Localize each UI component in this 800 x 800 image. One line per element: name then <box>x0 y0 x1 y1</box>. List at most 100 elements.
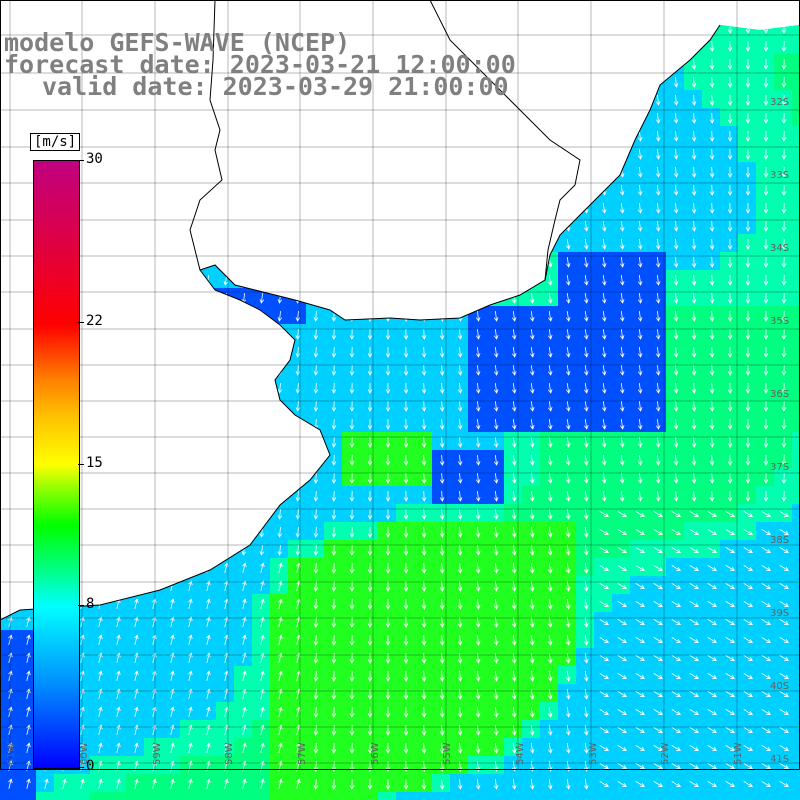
speed-cell <box>288 0 306 18</box>
wind-arrow <box>511 652 517 664</box>
speed-cell <box>396 306 414 324</box>
speed-cell <box>684 144 702 162</box>
wind-arrow <box>278 670 283 681</box>
wind-arrow <box>403 418 409 430</box>
speed-cell <box>54 774 72 792</box>
speed-cell <box>720 234 738 252</box>
wind-arrow <box>116 580 121 591</box>
speed-cell <box>126 468 144 486</box>
speed-cell <box>306 216 324 234</box>
speed-cell <box>756 252 774 270</box>
speed-cell <box>126 666 144 684</box>
speed-cell <box>666 0 684 18</box>
wind-arrow <box>779 619 789 626</box>
wind-arrow <box>331 562 337 574</box>
speed-cell <box>576 360 594 378</box>
speed-cell <box>792 666 800 684</box>
speed-cell <box>360 324 378 342</box>
wind-arrow <box>743 709 753 716</box>
wind-arrow <box>709 364 715 376</box>
wind-arrow <box>367 112 373 124</box>
wind-arrow <box>530 5 534 15</box>
speed-cell <box>504 25 522 36</box>
wind-arrow <box>763 292 769 304</box>
wind-arrow <box>745 76 751 88</box>
wind-arrow <box>619 148 625 160</box>
speed-cell <box>342 450 360 468</box>
wind-arrow <box>637 112 643 124</box>
wind-arrow <box>637 364 643 376</box>
speed-cell <box>432 180 450 198</box>
wind-arrow <box>529 25 535 34</box>
speed-cell <box>180 702 198 720</box>
speed-cell <box>90 216 108 234</box>
wind-arrow <box>709 490 715 502</box>
speed-cell <box>144 612 162 630</box>
wind-arrow <box>493 184 499 196</box>
speed-cell <box>756 468 774 486</box>
speed-cell <box>306 738 324 756</box>
wind-arrow <box>584 130 589 142</box>
wind-arrow <box>26 706 31 717</box>
wind-arrow <box>169 490 174 502</box>
wind-arrow <box>548 310 553 322</box>
wind-arrow <box>782 5 786 15</box>
wind-arrow <box>635 547 645 554</box>
speed-cell <box>36 792 54 800</box>
wind-arrow <box>439 202 445 214</box>
wind-arrow <box>566 472 571 484</box>
speed-cell <box>396 396 414 414</box>
speed-cell <box>342 630 360 648</box>
wind-arrow <box>169 202 174 214</box>
speed-cell <box>198 702 216 720</box>
wind-arrow <box>655 25 661 34</box>
wind-arrow <box>439 490 445 502</box>
wind-arrow <box>709 238 715 250</box>
speed-cell <box>774 126 792 144</box>
wind-arrow <box>187 202 192 214</box>
speed-cell <box>90 576 108 594</box>
speed-cell <box>324 396 342 414</box>
speed-cell <box>414 558 432 576</box>
wind-arrow <box>779 763 789 770</box>
speed-cell <box>522 594 540 612</box>
wind-arrow <box>763 472 769 484</box>
speed-cell <box>792 648 800 666</box>
wind-arrow <box>601 25 607 34</box>
wind-arrow <box>205 490 210 502</box>
wind-arrow <box>529 328 535 340</box>
speed-cell <box>252 468 270 486</box>
wind-arrow <box>709 436 715 448</box>
speed-cell <box>666 396 684 414</box>
wind-arrow <box>25 166 31 178</box>
speed-cell <box>486 306 504 324</box>
speed-cell <box>594 288 612 306</box>
speed-cell <box>558 0 576 18</box>
wind-arrow <box>313 274 319 286</box>
speed-cell <box>252 108 270 126</box>
wind-arrow <box>653 565 663 572</box>
speed-cell <box>504 216 522 234</box>
speed-cell <box>576 396 594 414</box>
speed-cell <box>252 342 270 360</box>
wind-arrow <box>673 328 679 340</box>
speed-cell <box>72 108 90 126</box>
speed-cell <box>486 378 504 396</box>
wind-arrow <box>511 778 517 790</box>
speed-cell <box>324 216 342 234</box>
coastline <box>0 24 721 621</box>
wind-arrow <box>548 688 553 700</box>
speed-cell <box>360 738 378 756</box>
wind-arrow <box>277 166 283 178</box>
wind-arrow <box>619 94 625 106</box>
speed-cell <box>504 360 522 378</box>
speed-cell <box>144 234 162 252</box>
speed-cell <box>666 342 684 360</box>
speed-cell <box>630 252 648 270</box>
wind-arrow <box>529 652 535 664</box>
wind-arrow <box>259 256 265 268</box>
wind-arrow <box>115 310 121 322</box>
speed-cell <box>378 234 396 252</box>
wind-arrow <box>241 382 247 394</box>
wind-arrow <box>655 472 661 484</box>
